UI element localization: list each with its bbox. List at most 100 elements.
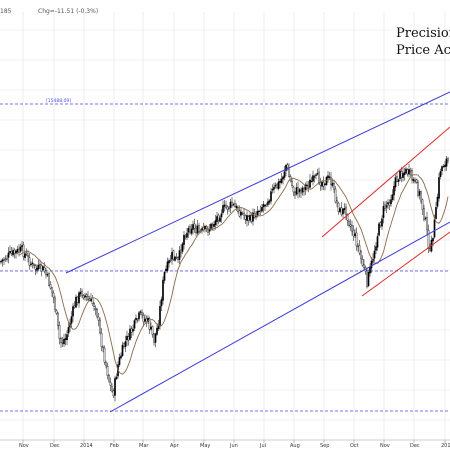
candle-body-240 <box>360 251 362 259</box>
candle-body-130 <box>195 228 197 233</box>
candle-body-228 <box>342 208 344 215</box>
candle-body-229 <box>343 208 346 211</box>
candle-body-13 <box>19 246 22 252</box>
grid <box>0 12 450 440</box>
candle-body-85 <box>127 336 130 341</box>
candle-body-17 <box>25 252 28 255</box>
x-tick-label-1: Dec <box>50 443 60 449</box>
candle-body-11 <box>16 249 19 253</box>
candle-body-29 <box>43 267 46 272</box>
candle-body-56 <box>84 295 86 298</box>
candle-body-257 <box>385 205 388 208</box>
candle-body-70 <box>105 362 107 366</box>
candle-body-181 <box>271 189 274 191</box>
candle-body-115 <box>172 250 175 260</box>
candles <box>0 155 449 402</box>
candle-body-186 <box>279 181 281 183</box>
candle-body-295 <box>442 166 445 168</box>
candle-body-57 <box>85 294 88 297</box>
candle-body-293 <box>439 171 442 178</box>
candle-body-147 <box>220 213 223 218</box>
candle-body-155 <box>232 204 235 206</box>
candle-body-32 <box>48 273 50 286</box>
candle-body-244 <box>366 270 368 287</box>
candle-body-131 <box>196 225 199 234</box>
candle-body-239 <box>358 245 361 254</box>
candle-body-124 <box>186 232 188 238</box>
candle-body-174 <box>261 207 263 212</box>
candle-body-136 <box>204 226 206 229</box>
candle-body-102 <box>153 333 155 343</box>
candle-body-34 <box>51 287 53 293</box>
candle-body-220 <box>330 177 332 185</box>
candle-body-215 <box>322 181 325 187</box>
candle-body-209 <box>313 176 316 178</box>
candle-body-93 <box>139 311 142 313</box>
candle-body-175 <box>262 204 265 208</box>
candle-body-290 <box>435 207 437 219</box>
candle-body-282 <box>423 208 425 220</box>
candle-body-214 <box>321 182 323 187</box>
candle-body-278 <box>417 182 419 196</box>
candle-body-62 <box>93 303 95 308</box>
candle-body-106 <box>159 306 161 326</box>
candle-body-108 <box>162 279 164 301</box>
candle-body-33 <box>49 283 52 289</box>
candle-body-151 <box>226 206 229 210</box>
candle-body-258 <box>387 202 389 205</box>
candle-body-189 <box>283 171 286 178</box>
candle-body-26 <box>39 263 41 266</box>
candle-body-8 <box>12 250 14 256</box>
candle-body-265 <box>397 179 400 183</box>
red-channel-upper-line <box>321 126 450 238</box>
chart-title-line-1: Precision S <box>396 26 450 41</box>
candle-body-199 <box>298 189 301 192</box>
candle-body-259 <box>388 202 391 206</box>
candle-body-269 <box>403 172 406 176</box>
x-axis: Nov Dec 2014 Feb Mar Apr May Jun Jul Aug Sep Oct Nov… <box>0 439 450 449</box>
candle-body-119 <box>178 250 181 260</box>
candle-body-230 <box>345 206 347 215</box>
candle-body-216 <box>324 183 326 185</box>
candle-body-31 <box>46 274 49 276</box>
candle-body-41 <box>61 342 64 344</box>
candle-body-135 <box>202 227 205 230</box>
candle-body-166 <box>249 215 251 221</box>
candle-body-94 <box>141 312 143 316</box>
x-tick-label-7: Jun <box>229 443 238 449</box>
candle-body-221 <box>331 182 334 186</box>
candle-body-107 <box>160 299 163 307</box>
candle-body-91 <box>136 319 139 321</box>
candle-body-208 <box>312 175 314 182</box>
candle-body-95 <box>142 315 145 323</box>
x-tick-label-12: Nov <box>380 443 390 449</box>
candle-body-195 <box>292 186 295 193</box>
candle-body-296 <box>444 164 446 168</box>
candle-body-194 <box>291 180 293 186</box>
candle-body-234 <box>351 225 353 232</box>
x-tick-label-2: 2014 <box>80 443 93 449</box>
candle-body-43 <box>64 338 67 341</box>
candle-body-255 <box>382 206 385 218</box>
candle-body-233 <box>349 224 352 227</box>
candle-body-238 <box>357 245 359 248</box>
x-tick-label-8: Jul <box>259 443 266 449</box>
candle-body-267 <box>400 171 403 178</box>
candle-body-285 <box>427 229 430 249</box>
candle-body-9 <box>13 249 16 254</box>
candle-body-227 <box>340 207 343 215</box>
candle-body-211 <box>316 173 319 175</box>
candle-body-146 <box>219 217 221 222</box>
horizontal-levels: [15488.09] <box>0 98 450 412</box>
candle-body-125 <box>187 228 190 233</box>
candle-body-68 <box>102 346 104 348</box>
candle-body-96 <box>144 318 146 322</box>
candle-body-172 <box>258 210 260 213</box>
candle-body-18 <box>27 254 29 257</box>
candle-body-185 <box>277 181 280 189</box>
candle-body-224 <box>336 200 338 203</box>
candle-body-207 <box>310 180 313 183</box>
candle-body-42 <box>63 339 65 345</box>
candle-body-47 <box>70 316 73 324</box>
candle-body-10 <box>15 250 17 254</box>
